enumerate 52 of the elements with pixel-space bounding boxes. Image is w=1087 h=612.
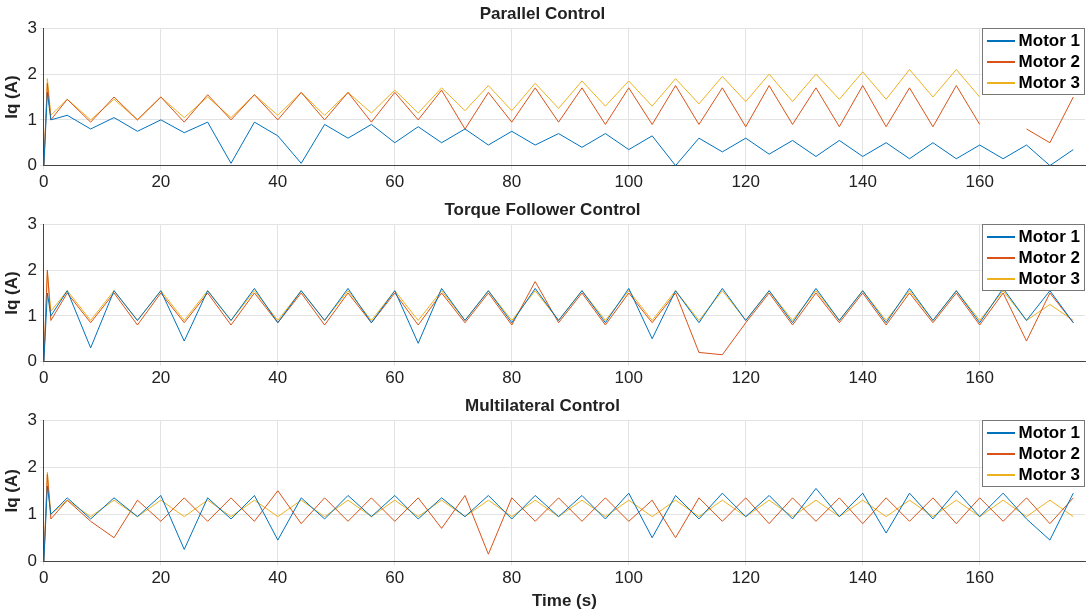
legend-label: Motor 3 [1018, 72, 1080, 94]
x-tick-label: 160 [965, 568, 994, 588]
legend-label: Motor 2 [1018, 443, 1080, 465]
legend-label: Motor 2 [1018, 247, 1080, 269]
x-tick-label: 160 [965, 172, 994, 192]
x-tick-label: 100 [614, 368, 643, 388]
x-tick-label: 120 [731, 172, 760, 192]
x-tick-label: 80 [502, 368, 522, 388]
y-tick-label: 1 [27, 503, 37, 523]
legend-label: Motor 3 [1018, 464, 1080, 486]
y-tick-label: 2 [27, 259, 37, 279]
x-tick-label: 140 [848, 568, 877, 588]
y-tick-label: 3 [27, 410, 37, 430]
x-tick-label: 80 [502, 568, 522, 588]
x-tick-label: 120 [731, 368, 760, 388]
x-tick-label: 40 [268, 568, 288, 588]
y-axis-title: Iq (A) [1, 75, 21, 119]
y-axis-title: Iq (A) [1, 271, 21, 315]
x-tick-label: 100 [614, 172, 643, 192]
x-tick-label: 60 [385, 172, 405, 192]
y-tick-label: 3 [27, 214, 37, 234]
legend-label: Motor 1 [1018, 30, 1080, 52]
y-tick-label: 0 [27, 550, 37, 570]
x-tick-label: 140 [848, 368, 877, 388]
x-tick-label: 80 [502, 172, 522, 192]
legend-label: Motor 3 [1018, 268, 1080, 290]
x-axis-title: Time (s) [531, 591, 597, 611]
x-tick-label: 60 [385, 368, 405, 388]
legend-label: Motor 2 [1018, 51, 1080, 73]
y-axis-title: Iq (A) [1, 469, 21, 513]
x-tick-label: 20 [151, 568, 171, 588]
chart-title: Torque Follower Control [444, 199, 641, 219]
x-tick-label: 40 [268, 172, 288, 192]
x-tick-label: 40 [268, 368, 288, 388]
x-tick-label: 100 [614, 568, 643, 588]
y-tick-label: 1 [27, 109, 37, 129]
y-tick-label: 0 [27, 351, 37, 371]
x-tick-label: 160 [965, 368, 994, 388]
x-tick-label: 20 [151, 172, 171, 192]
x-tick-label: 140 [848, 172, 877, 192]
x-tick-label: 20 [151, 368, 171, 388]
y-tick-label: 2 [27, 63, 37, 83]
y-tick-label: 3 [27, 18, 37, 38]
legend-label: Motor 1 [1018, 422, 1080, 444]
y-tick-label: 1 [27, 305, 37, 325]
legend-label: Motor 1 [1018, 226, 1080, 248]
chart-title: Parallel Control [479, 3, 606, 23]
x-tick-label: 120 [731, 568, 760, 588]
chart-title: Multilateral Control [465, 395, 620, 415]
y-tick-label: 0 [27, 155, 37, 175]
y-tick-label: 2 [27, 457, 37, 477]
x-tick-label: 60 [385, 568, 405, 588]
